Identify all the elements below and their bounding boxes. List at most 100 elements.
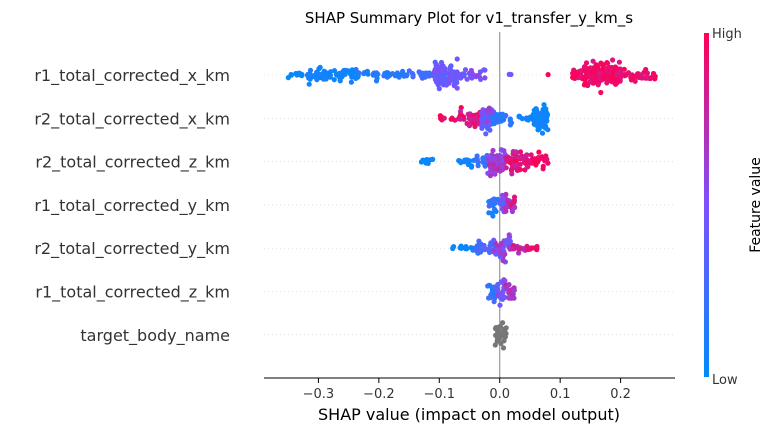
- shap-dot: [480, 116, 486, 122]
- shap-dot: [443, 82, 450, 88]
- shap-dot: [425, 157, 431, 163]
- shap-dot: [306, 81, 312, 87]
- shap-dot: [513, 149, 519, 155]
- colorbar-low-label: Low: [712, 373, 738, 388]
- shap-dot: [456, 74, 462, 80]
- shap-dot: [527, 159, 534, 165]
- shap-dot: [517, 154, 523, 160]
- shap-dot: [507, 122, 513, 128]
- shap-dot: [498, 147, 504, 153]
- shap-dot: [582, 80, 588, 86]
- shap-dot: [482, 75, 488, 81]
- shap-dot: [484, 107, 490, 113]
- shap-dot: [381, 73, 387, 79]
- shap-dot: [337, 74, 343, 81]
- shap-dot: [503, 112, 509, 119]
- shap-dot: [492, 206, 498, 212]
- shap-dot: [533, 162, 539, 168]
- feature-dot-row: [485, 277, 517, 308]
- shap-dot: [506, 232, 512, 238]
- shap-dot: [525, 164, 531, 170]
- shap-dot: [458, 116, 464, 122]
- shap-dot: [482, 247, 488, 253]
- feature-label: r2_total_corrected_y_km: [34, 239, 230, 259]
- shap-dot: [410, 74, 416, 80]
- shap-dot: [491, 299, 497, 305]
- colorbar-high-label: High: [712, 27, 742, 42]
- shap-dot: [483, 131, 489, 137]
- shap-dot: [502, 278, 508, 284]
- shap-dot: [519, 116, 525, 122]
- shap-dot: [315, 71, 321, 77]
- shap-dot: [493, 251, 499, 257]
- shap-dot: [537, 121, 543, 127]
- shap-dot: [532, 157, 538, 163]
- shap-dot: [507, 238, 513, 244]
- shap-dot: [437, 64, 443, 70]
- shap-dot: [432, 76, 438, 83]
- shap-dot: [299, 71, 305, 77]
- shap-dot: [500, 290, 506, 296]
- shap-dot: [451, 244, 457, 250]
- shap-dot: [479, 110, 485, 116]
- shap-dot: [511, 194, 518, 200]
- shap-dot: [649, 74, 656, 80]
- feature-label: r1_total_corrected_z_km: [35, 283, 230, 303]
- shap-dot: [498, 340, 504, 347]
- chart-title: SHAP Summary Plot for v1_transfer_y_km_s: [305, 9, 633, 28]
- shap-dot: [539, 130, 546, 136]
- shap-dot: [457, 158, 463, 164]
- shap-dot: [439, 79, 445, 85]
- shap-dot: [505, 199, 511, 205]
- shap-dot: [320, 74, 326, 80]
- shap-dot: [469, 75, 475, 81]
- shap-dot: [531, 116, 537, 122]
- shap-dot: [517, 245, 524, 251]
- shap-dot: [494, 338, 500, 344]
- shap-dot: [590, 73, 596, 79]
- shap-dot: [445, 71, 451, 77]
- shap-dot: [528, 152, 534, 158]
- shap-dot: [610, 57, 616, 63]
- shap-dot: [448, 116, 454, 122]
- shap-dot: [503, 285, 509, 291]
- shap-dot: [491, 113, 497, 120]
- shap-dot: [609, 79, 615, 85]
- shap-dot: [473, 73, 479, 79]
- shap-dot: [306, 75, 312, 81]
- shap-dot: [476, 243, 482, 249]
- shap-dot: [594, 74, 600, 80]
- shap-dot: [600, 63, 607, 69]
- shap-dot: [482, 162, 488, 168]
- shap-dot: [481, 67, 487, 73]
- shap-dot: [504, 204, 510, 210]
- shap-dot: [463, 244, 469, 250]
- shap-dot: [609, 74, 615, 80]
- shap-dot: [307, 71, 313, 77]
- shap-dot: [540, 155, 546, 161]
- shap-dot: [488, 242, 494, 248]
- shap-dot: [583, 69, 589, 75]
- shap-dot: [468, 67, 474, 74]
- shap-dot: [630, 73, 637, 79]
- shap-dot: [480, 156, 486, 162]
- x-axis-label: SHAP value (impact on model output): [318, 405, 620, 424]
- shap-dot: [497, 302, 503, 308]
- colorbar: [704, 33, 709, 377]
- shap-dot: [509, 208, 515, 215]
- x-tick-label: −0.1: [423, 387, 455, 402]
- x-tick-label: −0.3: [303, 387, 335, 402]
- x-tick-label: 0.1: [550, 387, 571, 402]
- shap-dot: [374, 75, 380, 81]
- shap-dot: [490, 161, 496, 167]
- shap-dot: [503, 165, 509, 171]
- shap-dot: [499, 250, 505, 257]
- x-tick-label: −0.2: [363, 387, 395, 402]
- shap-dot: [531, 245, 538, 251]
- x-axis-ticks: −0.3 −0.2 −0.1 0.0 0.1 0.2: [303, 378, 631, 402]
- shap-dot: [597, 70, 603, 77]
- shap-dot: [493, 332, 499, 338]
- feature-dot-row: [437, 102, 551, 137]
- shap-dot: [316, 66, 322, 72]
- shap-dot: [498, 112, 504, 118]
